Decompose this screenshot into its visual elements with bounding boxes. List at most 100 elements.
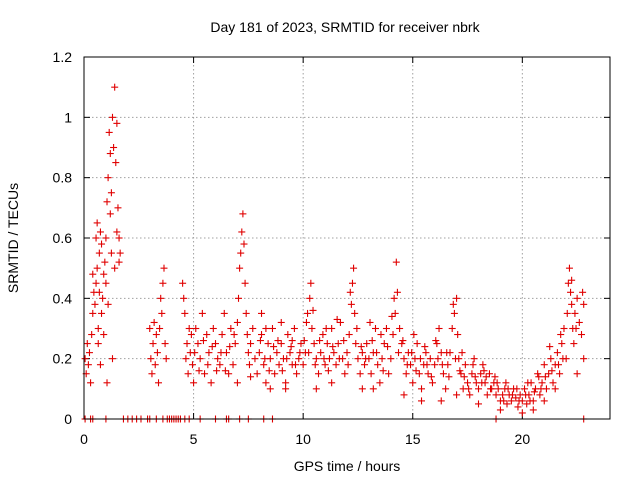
data-point [540, 361, 548, 369]
data-point [93, 264, 101, 272]
data-point [199, 337, 207, 345]
data-point [115, 234, 123, 242]
data-point [290, 325, 298, 332]
data-point [205, 349, 213, 357]
data-point [432, 337, 440, 345]
data-point [225, 370, 233, 378]
data-point [479, 361, 487, 369]
data-point [88, 331, 96, 339]
data-point [433, 340, 441, 348]
data-point [268, 325, 276, 332]
data-point [89, 309, 97, 317]
data-point [536, 391, 544, 399]
data-point [216, 361, 224, 369]
data-point [418, 397, 426, 405]
data-point [256, 337, 264, 345]
data-point [340, 337, 348, 345]
data-point [227, 325, 235, 332]
data-point [522, 391, 530, 399]
data-point [546, 343, 554, 351]
data-point [426, 355, 434, 363]
data-point [560, 325, 568, 332]
grid-lines [84, 57, 610, 419]
data-point [260, 361, 268, 369]
data-point [96, 228, 104, 236]
data-point [388, 312, 396, 320]
data-point [464, 379, 472, 387]
data-point [282, 379, 290, 387]
data-point [283, 355, 291, 363]
data-point [553, 349, 561, 357]
data-point [262, 325, 270, 332]
data-point [453, 391, 461, 399]
data-point [91, 300, 99, 308]
x-tick-label: 15 [405, 431, 421, 447]
data-point [286, 349, 294, 357]
data-point [84, 361, 92, 369]
data-point [358, 349, 366, 357]
data-point [345, 331, 353, 339]
data-point [147, 355, 155, 363]
data-point [187, 331, 195, 339]
data-point [308, 325, 316, 332]
data-point [282, 385, 290, 393]
data-point [521, 385, 529, 393]
data-point [226, 343, 234, 351]
data-point [92, 279, 100, 287]
data-point [333, 315, 341, 323]
y-axis-label: SRMTID / TECUs [5, 183, 21, 293]
y-tick-labels: 0 0.2 0.4 0.6 0.8 1 1.2 [53, 49, 73, 427]
data-point [512, 394, 520, 402]
data-point [149, 340, 157, 348]
data-point [396, 325, 404, 332]
data-point [237, 249, 245, 257]
data-point [391, 309, 399, 317]
data-point [439, 370, 447, 378]
data-point [309, 306, 317, 314]
data-point [148, 370, 156, 378]
data-point [514, 403, 522, 411]
data-point [362, 355, 370, 363]
data-point [95, 249, 103, 257]
data-point [409, 379, 417, 387]
data-point [515, 397, 523, 405]
data-point [513, 385, 521, 393]
data-point [98, 240, 106, 248]
data-point [323, 340, 331, 348]
data-point [352, 340, 360, 348]
data-point [328, 379, 336, 387]
data-point [115, 258, 123, 266]
data-point [526, 397, 534, 405]
data-point [549, 379, 557, 387]
data-point [100, 331, 108, 339]
data-point [387, 355, 395, 363]
data-point [369, 385, 377, 393]
data-point [435, 325, 443, 332]
data-point [461, 361, 469, 369]
data-point [530, 388, 538, 396]
data-point [105, 128, 113, 136]
data-point [195, 367, 203, 375]
x-tick-label: 0 [80, 431, 88, 447]
data-point [287, 343, 295, 351]
data-point [559, 355, 567, 363]
data-point [198, 309, 206, 317]
data-point [305, 349, 313, 357]
data-point [98, 309, 106, 317]
data-point [161, 340, 169, 348]
data-point [190, 379, 198, 387]
data-point [410, 331, 418, 339]
data-point [277, 340, 285, 348]
data-point [344, 361, 352, 369]
data-point [578, 331, 586, 339]
data-point [551, 385, 559, 393]
data-point [368, 337, 376, 345]
data-point [255, 349, 263, 357]
data-point [102, 279, 110, 287]
data-point [209, 325, 217, 332]
data-point [201, 370, 209, 378]
x-tick-label: 20 [515, 431, 531, 447]
data-point [207, 379, 215, 387]
data-point [535, 373, 543, 381]
data-point [399, 337, 407, 345]
